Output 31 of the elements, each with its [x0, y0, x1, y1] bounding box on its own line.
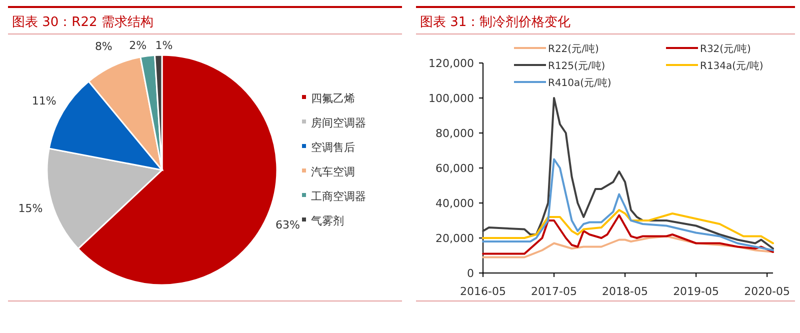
chart-title: 图表 31：制冷剂价格变化 — [420, 14, 571, 30]
legend-label: 气雾剂 — [311, 214, 344, 228]
legend-label: 空调售后 — [311, 141, 355, 154]
data-label: 8% — [94, 40, 112, 54]
data-label: 63% — [276, 218, 300, 232]
x-tick-label: 2019-05 — [673, 285, 720, 298]
x-tick-label: 2017-05 — [531, 285, 578, 298]
legend-label: R134a(元/吨) — [700, 60, 764, 72]
y-tick-label: 60,000 — [436, 162, 474, 175]
legend-label: R22(元/吨) — [548, 43, 599, 55]
y-tick-label: 20,000 — [436, 232, 474, 245]
data-label: 15% — [18, 202, 43, 216]
y-tick-label: 0 — [467, 267, 474, 280]
data-label: 2% — [129, 39, 147, 52]
y-tick-label: 120,000 — [428, 57, 474, 70]
x-tick-label: 2020-05 — [744, 285, 790, 298]
data-label: 11% — [32, 94, 56, 108]
x-tick-label: 2018-05 — [602, 285, 648, 298]
y-tick-label: 40,000 — [436, 197, 474, 210]
legend-label: 四氟乙烯 — [311, 92, 355, 105]
chart-title: 图表 30：R22 需求结构 — [12, 15, 154, 30]
y-tick-label: 80,000 — [436, 127, 474, 140]
legend-label: 房间空调器 — [311, 116, 366, 130]
data-label: 1% — [155, 39, 173, 52]
legend-label: R125(元/吨) — [548, 60, 606, 72]
legend-label: R410a(元/吨) — [548, 77, 612, 89]
y-tick-label: 100,000 — [428, 92, 474, 105]
x-tick-label: 2016-05 — [460, 285, 506, 298]
legend-label: R32(元/吨) — [700, 43, 751, 55]
legend-label: 工商空调器 — [311, 190, 366, 203]
legend-label: 汽车空调 — [311, 166, 355, 178]
